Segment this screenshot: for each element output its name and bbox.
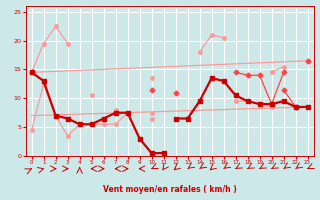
X-axis label: Vent moyen/en rafales ( km/h ): Vent moyen/en rafales ( km/h ) [103, 185, 236, 194]
